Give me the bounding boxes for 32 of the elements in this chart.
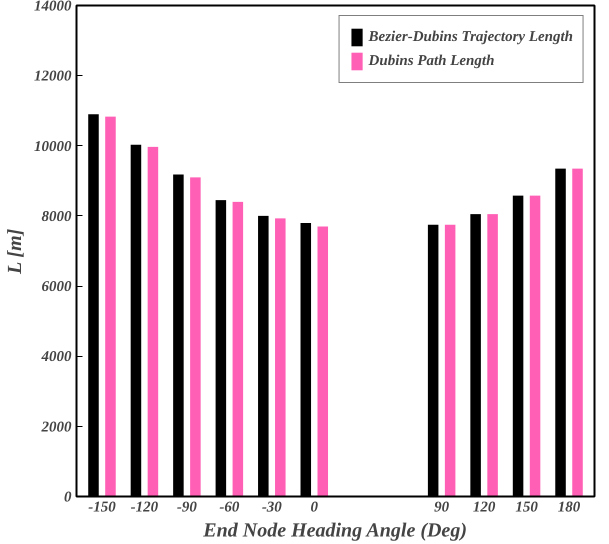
x-tick-label: 0 [310,500,319,516]
x-tick-label: 120 [472,500,496,516]
y-tick-label: 0 [64,490,72,506]
legend-label: Dubins Path Length [368,52,494,70]
legend-label: Bezier-Dubins Trajectory Length [368,28,573,46]
y-tick-label: 14000 [34,0,72,14]
bar [105,116,116,496]
bar [444,224,456,496]
y-tick-label: 12000 [34,68,72,85]
bar [530,196,540,496]
bar [317,226,328,496]
x-tick-label: 150 [515,500,538,516]
bar [275,218,286,496]
x-tick-label: 90 [434,500,450,516]
x-tick-label: -30 [262,500,282,516]
x-tick-label: -90 [176,500,198,516]
x-tick-label: 180 [558,500,581,516]
y-tick-label: 10000 [34,138,72,155]
y-tick-label: 8000 [42,208,72,225]
x-axis-title: End Node Heading Angle (Deg) [202,520,467,542]
bar [148,146,158,496]
bar [572,168,583,496]
x-tick-label: -60 [219,500,240,516]
y-axis-title: L [m] [4,228,26,276]
x-tick-label: -150 [88,500,116,516]
bar [232,202,244,496]
y-tick-label: 6000 [42,279,72,296]
y-tick-label: 4000 [40,349,72,366]
bar [190,177,201,496]
x-tick-label: -120 [130,500,159,516]
bar [487,214,498,496]
y-tick-label: 2000 [40,419,72,436]
